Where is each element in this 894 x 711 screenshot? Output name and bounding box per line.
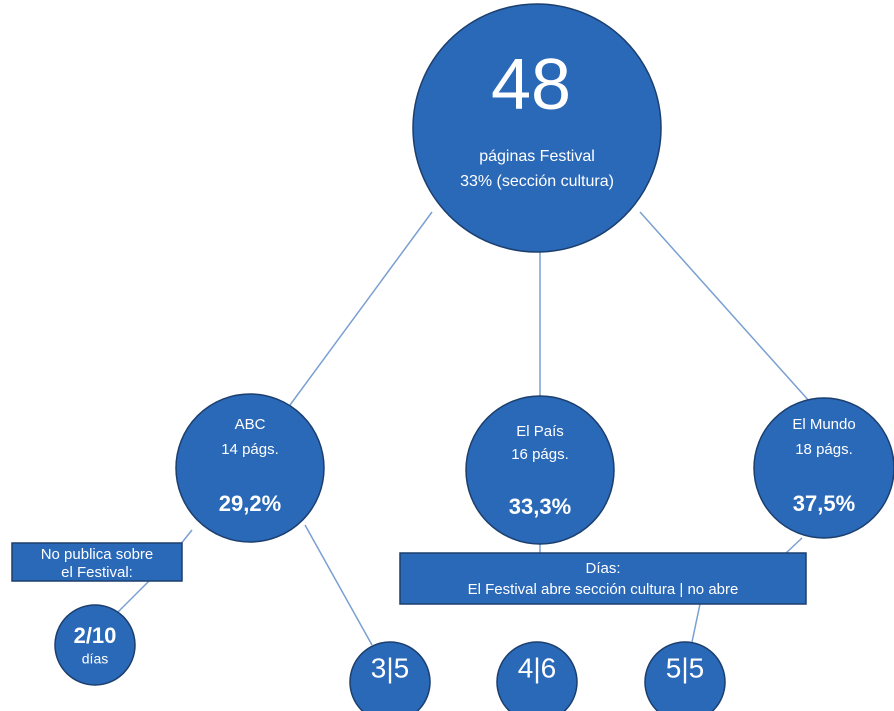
paper-circle (175, 393, 325, 543)
root-value: 48 (491, 45, 571, 125)
paper-name: El Mundo (792, 416, 855, 433)
paper-pages: 14 págs. (221, 441, 279, 458)
paper-pages: 18 págs. (795, 441, 853, 458)
no-publish-unit: días (82, 651, 108, 667)
days-value: 3|5 (371, 652, 409, 683)
connector (691, 603, 701, 643)
box-line: el Festival: (61, 564, 133, 581)
days-value: 5|5 (666, 652, 704, 683)
paper-share: 37,5% (793, 491, 855, 516)
connectors (117, 211, 811, 646)
no-publish-box (11, 542, 183, 582)
box-line: No publica sobre (41, 546, 154, 563)
box-line: Días: (585, 560, 620, 577)
days-circle (496, 641, 578, 711)
connector (304, 524, 373, 646)
paper-pages: 16 págs. (511, 446, 569, 463)
paper-share: 29,2% (219, 491, 281, 516)
paper-name: ABC (235, 416, 266, 433)
box-line: El Festival abre sección cultura | no ab… (468, 581, 739, 598)
no-publish-circle (54, 604, 136, 686)
connector (784, 537, 803, 555)
days-box (399, 552, 807, 605)
no-publish-value: 2/10 (74, 623, 117, 648)
paper-circle (465, 395, 615, 545)
days-circle (644, 641, 726, 711)
connector (639, 211, 811, 403)
root-line: 33% (sección cultura) (460, 173, 614, 190)
days-circle (349, 641, 431, 711)
paper-circle (753, 397, 894, 539)
paper-name: El País (516, 423, 564, 440)
days-value: 4|6 (518, 652, 556, 683)
root-line: páginas Festival (479, 148, 595, 165)
paper-share: 33,3% (509, 494, 571, 519)
connector (117, 579, 151, 613)
root-circle (412, 3, 662, 253)
connector (289, 211, 433, 406)
